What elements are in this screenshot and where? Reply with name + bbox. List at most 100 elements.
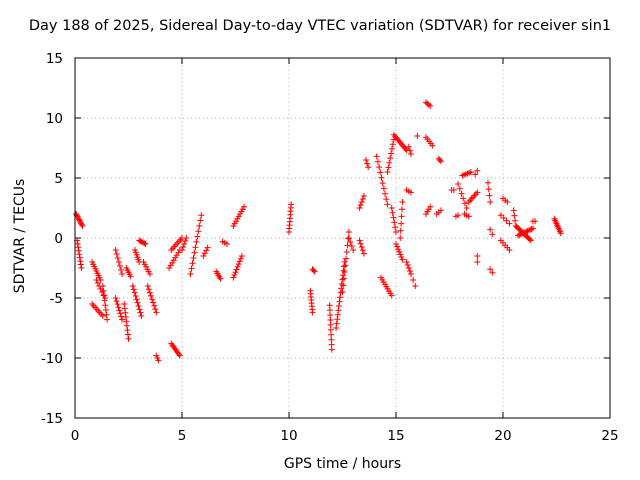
- data-point: [136, 237, 143, 244]
- data-point: [151, 302, 158, 309]
- data-point: [504, 199, 511, 205]
- data-point: [328, 346, 335, 353]
- data-point: [339, 289, 346, 295]
- data-point: [189, 260, 196, 267]
- data-point: [516, 231, 523, 238]
- data-point: [333, 320, 340, 327]
- data-point: [288, 201, 295, 208]
- data-point: [384, 201, 391, 208]
- y-tick-label: 0: [54, 231, 63, 247]
- y-tick-label: -5: [50, 291, 63, 307]
- data-point: [517, 231, 524, 238]
- data-point: [427, 203, 434, 210]
- data-point: [357, 202, 364, 208]
- data-point: [146, 289, 153, 296]
- data-point: [343, 249, 350, 255]
- data-point: [153, 309, 160, 316]
- data-point: [123, 322, 130, 329]
- data-point: [341, 263, 348, 270]
- data-point: [524, 228, 531, 235]
- data-point: [489, 231, 496, 238]
- data-point: [118, 267, 125, 273]
- data-point: [396, 248, 403, 255]
- y-tick-label: 15: [46, 51, 63, 67]
- data-point: [436, 157, 443, 163]
- data-point: [234, 263, 241, 270]
- data-point: [181, 241, 188, 247]
- data-point: [341, 269, 348, 275]
- data-point: [340, 267, 347, 274]
- data-point: [124, 331, 131, 338]
- data-point: [233, 266, 240, 273]
- data-point: [192, 244, 199, 251]
- data-point: [364, 160, 371, 167]
- data-point: [463, 205, 470, 211]
- data-point: [129, 283, 136, 289]
- data-point: [506, 247, 513, 253]
- data-point: [527, 237, 534, 244]
- data-point: [137, 238, 144, 245]
- data-point: [94, 280, 101, 286]
- data-point: [345, 235, 352, 242]
- data-point: [393, 241, 399, 247]
- data-point: [458, 190, 465, 197]
- data-point: [455, 212, 462, 219]
- data-point: [77, 219, 84, 225]
- data-point: [395, 246, 402, 253]
- y-tick-label: 5: [54, 171, 63, 187]
- data-point: [141, 240, 148, 247]
- data-point: [474, 167, 481, 174]
- data-point: [450, 187, 457, 193]
- data-point: [376, 164, 383, 171]
- data-point: [398, 254, 405, 260]
- y-tick-label: 10: [46, 111, 63, 127]
- data-point: [398, 206, 405, 213]
- data-point: [365, 164, 372, 171]
- data-point: [204, 244, 211, 251]
- data-point: [115, 259, 122, 265]
- data-point: [519, 230, 526, 237]
- data-point: [465, 213, 472, 220]
- data-point: [335, 303, 342, 309]
- data-point: [521, 229, 528, 236]
- data-point: [198, 212, 205, 219]
- data-point: [487, 266, 494, 273]
- data-point: [309, 309, 316, 316]
- data-point: [529, 225, 536, 232]
- data-point: [310, 267, 317, 274]
- data-point: [344, 242, 351, 249]
- data-point: [511, 212, 518, 219]
- data-point: [528, 226, 535, 233]
- data-point: [200, 253, 207, 259]
- data-point: [486, 192, 493, 199]
- data-point: [132, 293, 139, 299]
- x-tick-label: 25: [601, 428, 618, 444]
- y-tick-label: -15: [41, 411, 63, 427]
- x-tick-label: 0: [71, 428, 80, 444]
- plot-frame: [74, 57, 611, 419]
- x-axis-label: GPS time / hours: [283, 456, 402, 472]
- data-point: [345, 235, 352, 241]
- data-point: [382, 190, 389, 197]
- data-point: [489, 269, 496, 276]
- data-point: [121, 301, 128, 307]
- data-point: [402, 145, 409, 152]
- data-point: [116, 263, 123, 269]
- data-point: [241, 203, 248, 210]
- data-point: [345, 229, 352, 235]
- axis-ticks: 0 5 10 15 20 25 -15 -10 -5 0 5 10 15: [41, 51, 619, 444]
- data-point: [474, 189, 481, 196]
- data-point: [179, 247, 185, 253]
- data-point: [191, 249, 198, 256]
- data-point: [116, 307, 123, 314]
- data-point: [437, 207, 444, 214]
- data-point: [217, 275, 224, 282]
- data-point: [377, 169, 384, 176]
- data-point: [101, 292, 108, 299]
- data-point: [385, 164, 392, 171]
- data-point: [124, 327, 131, 334]
- data-point: [373, 153, 380, 160]
- data-point: [122, 314, 129, 321]
- data-point: [187, 271, 194, 277]
- data-point: [485, 179, 492, 186]
